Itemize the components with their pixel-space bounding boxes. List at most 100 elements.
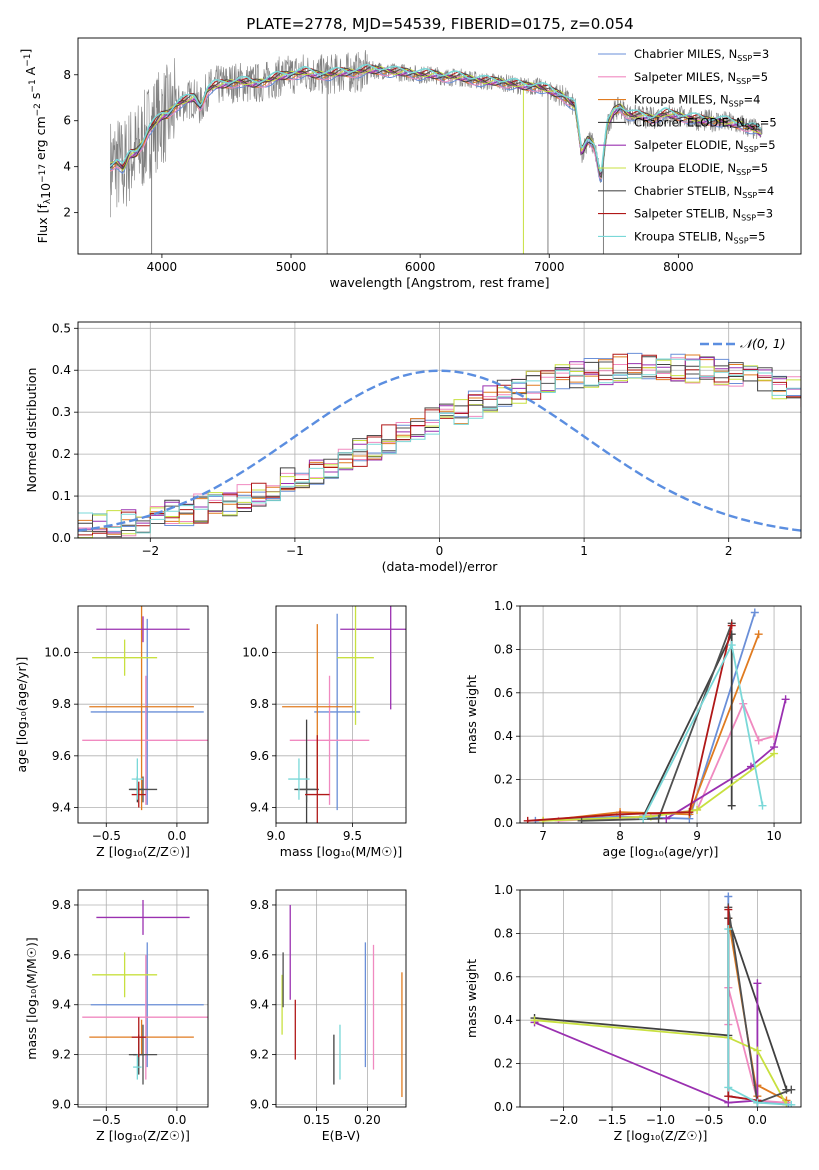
weight-marker bbox=[577, 816, 586, 823]
legend-subscript: SSP bbox=[741, 214, 756, 223]
x-tick-label: 9.5 bbox=[343, 829, 362, 843]
x-axis-label: wavelength [Angstrom, rest frame] bbox=[329, 275, 549, 290]
x-tick-label: −0.5 bbox=[92, 1113, 121, 1127]
legend-count: =3 bbox=[756, 207, 773, 221]
weight-marker bbox=[724, 1092, 733, 1101]
weight-marker bbox=[685, 808, 694, 817]
x-tick-label: −0.5 bbox=[92, 829, 121, 843]
weight-marker bbox=[754, 736, 763, 745]
x-tick-label: 6000 bbox=[405, 260, 436, 274]
residual-histogram-3 bbox=[78, 356, 801, 533]
x-tick-label: −1.5 bbox=[597, 1113, 626, 1127]
y-tick-label: 1.0 bbox=[494, 599, 513, 613]
y-axis-label: age [log₁₀(age/yr)] bbox=[14, 657, 29, 773]
legend-label: Chabrier ELODIE, NSSP=5 bbox=[634, 115, 777, 131]
y-label-part: erg cm bbox=[33, 116, 48, 164]
y-label-part: −17 bbox=[38, 164, 48, 183]
y-axis-label: Flux [fλ10−17 erg cm−2 s−1 A−1] bbox=[18, 49, 53, 244]
histograms bbox=[78, 352, 801, 538]
axes-frame bbox=[77, 605, 209, 824]
weight-marker bbox=[724, 1083, 733, 1092]
weight-marker bbox=[724, 905, 733, 914]
y-tick-label: 0.0 bbox=[52, 531, 71, 545]
y-tick-label: 0.2 bbox=[494, 773, 513, 787]
weight-series-7 bbox=[527, 625, 733, 822]
y-tick-label: 0.8 bbox=[494, 926, 513, 940]
axes-frame bbox=[77, 321, 802, 539]
x-tick-label: −1.0 bbox=[646, 1113, 675, 1127]
x-axis-label: Z [log₁₀(Z/Z☉)] bbox=[96, 1128, 190, 1143]
panel-mass-vs-Z: −0.5 0.0 9.0 9.2 9.4 9.6 9.8 Z [log₁₀(Z/Z☉)] mas… bbox=[24, 889, 209, 1143]
weight-marker bbox=[727, 641, 736, 650]
panel-weight-vs-Z: −2.0 −1.5 −1.0 −0.5 0.0 0.0 0.2 0.4 0.6 0.8 1.0 Z [… bbox=[464, 883, 802, 1143]
legend-label: Kroupa STELIB, NSSP=5 bbox=[634, 229, 765, 245]
weight-marker bbox=[750, 608, 759, 617]
y-tick-label: 0.5 bbox=[52, 321, 71, 335]
y-tick-label: 0.0 bbox=[494, 816, 513, 830]
y-tick-label: 0.4 bbox=[494, 1013, 513, 1027]
x-tick-label: 0.20 bbox=[354, 1113, 381, 1127]
y-tick-label: 9.8 bbox=[52, 697, 71, 711]
panel-weight-vs-age: 7 8 9 10 0.0 0.2 0.4 0.6 0.8 1.0 age [log₁₀(age/yr… bbox=[464, 599, 802, 859]
weight-marker bbox=[616, 810, 625, 819]
x-tick-label: −2.0 bbox=[549, 1113, 578, 1127]
y-tick-label: 9.4 bbox=[52, 998, 71, 1012]
weight-marker bbox=[758, 801, 767, 810]
legend-subscript: SSP bbox=[729, 100, 744, 109]
legend-count: =5 bbox=[751, 70, 768, 84]
weight-series-1 bbox=[558, 701, 775, 822]
y-tick-label: 4 bbox=[63, 160, 71, 174]
y-axis-label: mass weight bbox=[464, 675, 479, 754]
y-label-part: −1 bbox=[23, 54, 33, 67]
x-tick-label: 0.15 bbox=[303, 1113, 330, 1127]
x-tick-label: 0.0 bbox=[167, 1113, 186, 1127]
y-label-part: ] bbox=[18, 49, 33, 54]
plot-layer: 4000 5000 6000 7000 8000 2 4 6 8 wavelength [Angs… bbox=[14, 37, 802, 1143]
weight-marker bbox=[539, 816, 548, 823]
legend-count: =5 bbox=[751, 161, 768, 175]
x-axis-label: age [log₁₀(age/yr)] bbox=[603, 844, 719, 859]
y-label-part: A bbox=[23, 66, 38, 79]
x-axis-label: E(B-V) bbox=[322, 1128, 361, 1143]
x-tick-label: 7000 bbox=[534, 260, 565, 274]
y-axis-label: Normed distribution bbox=[24, 368, 39, 493]
legend-subscript: SSP bbox=[736, 168, 751, 177]
y-tick-label: 0.1 bbox=[52, 489, 71, 503]
weight-marker bbox=[787, 1085, 796, 1094]
residual-histogram-8 bbox=[78, 358, 801, 534]
residual-histogram-6 bbox=[78, 361, 801, 538]
y-label-part: λ bbox=[43, 198, 53, 204]
x-tick-label: 0.0 bbox=[748, 1113, 767, 1127]
y-tick-label: 9.4 bbox=[250, 998, 269, 1012]
legend-count: =5 bbox=[759, 138, 776, 152]
weight-marker bbox=[639, 814, 648, 823]
errorbars bbox=[82, 899, 208, 1085]
panel-age-vs-Z: −0.5 0.0 9.4 9.6 9.8 10.0 Z [log₁₀(Z/Z☉)] age [… bbox=[14, 605, 209, 859]
weight-marker bbox=[727, 621, 736, 630]
model-spectrum-5 bbox=[110, 66, 762, 179]
weight-series-4 bbox=[665, 699, 787, 820]
y-tick-label: 9.2 bbox=[52, 1048, 71, 1062]
x-tick-label: 8 bbox=[616, 829, 624, 843]
weight-series-0 bbox=[535, 612, 756, 822]
y-tick-label: 8 bbox=[63, 68, 71, 82]
legend-subscript: SSP bbox=[737, 54, 752, 63]
legend-subscript: SSP bbox=[736, 77, 751, 86]
x-tick-label: 7 bbox=[539, 829, 547, 843]
legend-label: Kroupa ELODIE, NSSP=5 bbox=[634, 161, 768, 177]
weight-marker bbox=[662, 814, 671, 823]
model-spectrum-3 bbox=[109, 68, 762, 176]
y-tick-label: 9.6 bbox=[52, 948, 71, 962]
y-axis-label: mass [log₁₀(M/M☉)] bbox=[24, 937, 39, 1059]
legend-count: =4 bbox=[744, 93, 761, 107]
x-tick-label: 4000 bbox=[147, 260, 178, 274]
y-tick-label: 0.0 bbox=[494, 1100, 513, 1114]
spectrum-legend: Chabrier MILES, NSSP=3 Salpeter MILES, NS… bbox=[598, 47, 777, 245]
errorbars bbox=[282, 606, 406, 823]
weight-marker bbox=[654, 814, 663, 823]
residual-histogram-1 bbox=[78, 357, 801, 538]
residual-histogram-5 bbox=[78, 359, 801, 538]
y-tick-label: 9.2 bbox=[250, 1048, 269, 1062]
x-tick-label: −0.5 bbox=[694, 1113, 723, 1127]
y-label-part: Flux [f bbox=[35, 204, 50, 244]
